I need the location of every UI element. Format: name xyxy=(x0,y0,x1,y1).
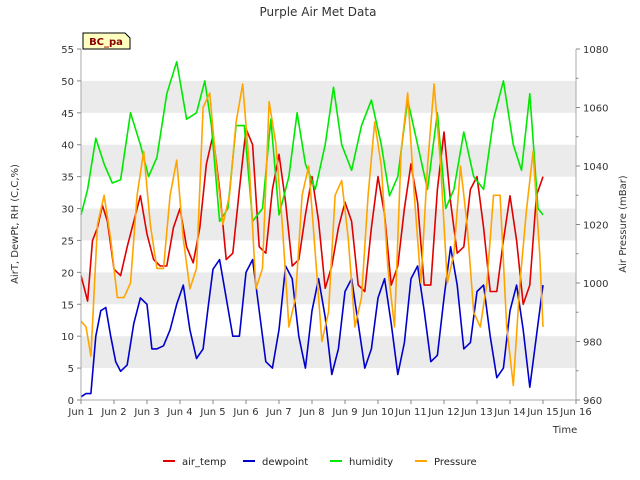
y-left-tick-label: 0 xyxy=(68,396,74,407)
y-left-tick-label: 15 xyxy=(61,300,74,311)
y-left-tick-label: 20 xyxy=(61,268,74,279)
series-line-pressure xyxy=(80,83,544,387)
series-line-dewpoint xyxy=(80,246,544,398)
x-tick-label: Jun 12 xyxy=(427,407,460,418)
x-tick-label: Jun 15 xyxy=(526,407,559,418)
x-tick-label: Jun 13 xyxy=(460,407,493,418)
y-right-tick-label: 1020 xyxy=(583,221,608,232)
y-right-tick-label: 1060 xyxy=(583,104,608,115)
y-left-tick-label: 10 xyxy=(61,332,74,343)
legend-label: air_temp xyxy=(182,457,226,468)
site-badge: BC_pa xyxy=(82,32,131,50)
x-tick-label: Jun 8 xyxy=(298,407,324,418)
y-left-tick-label: 55 xyxy=(61,45,74,56)
grid-band xyxy=(81,208,576,241)
x-tick-label: Jun 6 xyxy=(232,407,258,418)
badge-box xyxy=(82,32,131,50)
y-right-tick-label: 1040 xyxy=(583,162,608,173)
x-tick-label: Jun 10 xyxy=(361,407,394,418)
x-tick-label: Jun 1 xyxy=(67,407,93,418)
y-left-tick-label: 25 xyxy=(61,236,74,247)
y-left-tick-label: 30 xyxy=(61,205,74,216)
x-axis-label: Time xyxy=(552,425,577,436)
y-left-tick-label: 35 xyxy=(61,173,74,184)
y-right-tick-label: 960 xyxy=(583,396,602,407)
y-left-tick-label: 40 xyxy=(61,141,74,152)
series-layer xyxy=(80,60,544,398)
x-tick-label: Jun 2 xyxy=(100,407,126,418)
grid-bands xyxy=(81,49,576,400)
badge-label: BC_pa xyxy=(89,37,123,48)
axes-layer: Jun 1 Jun 2 Jun 3 Jun 4 Jun 5 Jun 6 Jun 7 Jun 8… xyxy=(61,45,608,418)
y-axis-right-label: Air Pressure (mBar) xyxy=(618,175,629,273)
y-left-tick-label: 45 xyxy=(61,109,74,120)
y-left-tick-label: 50 xyxy=(61,77,74,88)
grid-band xyxy=(81,144,576,177)
x-tick-label: Jun 16 xyxy=(559,407,592,418)
x-tick-label: Jun 3 xyxy=(133,407,159,418)
x-tick-label: Jun 14 xyxy=(493,407,526,418)
legend-label: Pressure xyxy=(434,457,477,468)
y-right-tick-label: 980 xyxy=(583,338,602,349)
y-axis-left-label: AirT, DewPt, RH (C,C,%) xyxy=(10,164,21,284)
y-left-tick-label: 5 xyxy=(68,364,74,375)
series-line-humidity xyxy=(80,60,544,223)
y-right-tick-label: 1000 xyxy=(583,279,608,290)
legend-label: humidity xyxy=(349,457,393,468)
series-line-air-temp xyxy=(80,128,544,306)
x-tick-label: Jun 7 xyxy=(265,407,291,418)
grid-band xyxy=(81,80,576,113)
x-tick-label: Jun 11 xyxy=(394,407,427,418)
x-tick-label: Jun 9 xyxy=(331,407,357,418)
legend: air_temp dewpoint humidity Pressure xyxy=(163,457,477,468)
chart-title: Purple Air Met Data xyxy=(260,5,377,19)
legend-label: dewpoint xyxy=(262,457,308,468)
x-tick-label: Jun 4 xyxy=(166,407,192,418)
x-tick-label: Jun 5 xyxy=(199,407,225,418)
y-right-tick-label: 1080 xyxy=(583,45,608,56)
